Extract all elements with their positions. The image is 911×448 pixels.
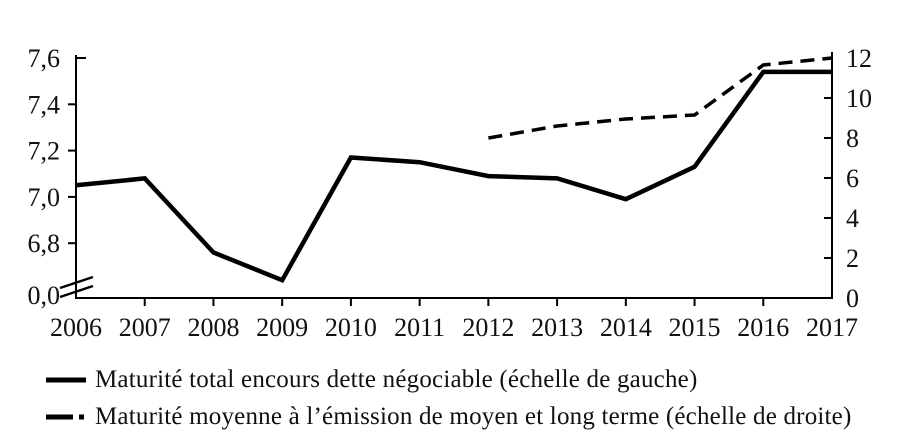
svg-text:6: 6 bbox=[846, 164, 859, 193]
legend-item-solid: Maturité total encours dette négociable … bbox=[46, 363, 852, 397]
svg-text:8: 8 bbox=[846, 124, 859, 153]
svg-text:2011: 2011 bbox=[394, 313, 445, 342]
svg-text:2012: 2012 bbox=[462, 313, 514, 342]
svg-text:2010: 2010 bbox=[325, 313, 377, 342]
left-axis: 7,6 7,4 7,2 7,0 6,8 0,0 bbox=[28, 44, 86, 310]
chart-legend: Maturité total encours dette négociable … bbox=[46, 363, 852, 437]
legend-item-dashed: Maturité moyenne à l’émission de moyen e… bbox=[46, 400, 852, 434]
svg-text:2016: 2016 bbox=[737, 313, 789, 342]
svg-text:2017: 2017 bbox=[806, 313, 858, 342]
axes bbox=[75, 52, 833, 299]
svg-text:7,2: 7,2 bbox=[28, 137, 61, 166]
dash-dot-line-swatch-icon bbox=[46, 414, 84, 420]
legend-label-solid: Maturité total encours dette négociable … bbox=[95, 366, 698, 393]
x-axis: 2006 2007 2008 2009 2010 2011 2012 2013 2014 2015… bbox=[50, 298, 858, 342]
svg-text:0: 0 bbox=[846, 284, 859, 313]
legend-label-dashed: Maturité moyenne à l’émission de moyen e… bbox=[95, 403, 852, 430]
svg-text:7,6: 7,6 bbox=[28, 44, 61, 73]
svg-text:2015: 2015 bbox=[669, 313, 721, 342]
right-axis: 12 10 8 6 4 2 0 bbox=[824, 44, 872, 313]
svg-text:2006: 2006 bbox=[50, 313, 102, 342]
svg-text:6,8: 6,8 bbox=[28, 229, 61, 258]
svg-text:2008: 2008 bbox=[187, 313, 239, 342]
series-solid bbox=[75, 69, 832, 284]
solid-line-swatch-icon bbox=[46, 377, 86, 383]
svg-text:2009: 2009 bbox=[256, 313, 308, 342]
svg-text:10: 10 bbox=[846, 84, 872, 113]
svg-text:2007: 2007 bbox=[119, 313, 171, 342]
svg-text:7,0: 7,0 bbox=[28, 183, 61, 212]
axis-break-icon bbox=[59, 275, 94, 299]
svg-text:0,0: 0,0 bbox=[28, 281, 61, 310]
svg-text:12: 12 bbox=[846, 44, 872, 73]
svg-text:2: 2 bbox=[846, 244, 859, 273]
svg-text:7,4: 7,4 bbox=[28, 90, 61, 119]
svg-text:2013: 2013 bbox=[531, 313, 583, 342]
svg-text:4: 4 bbox=[846, 204, 859, 233]
svg-text:2014: 2014 bbox=[600, 313, 652, 342]
